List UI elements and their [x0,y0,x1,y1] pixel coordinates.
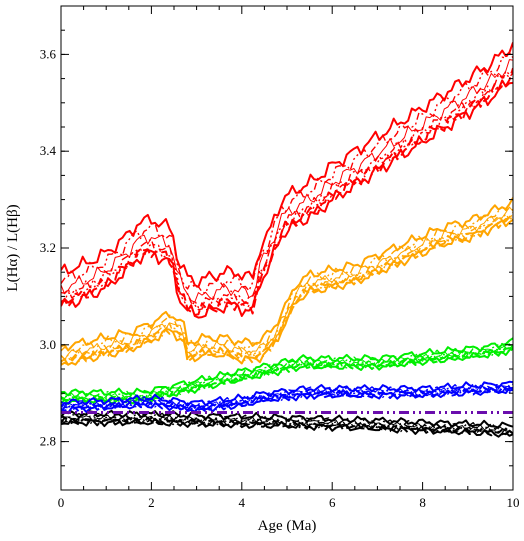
y-tick-label-3: 3.4 [40,143,57,158]
x-tick-label-2: 4 [239,495,246,510]
x-tick-label-4: 8 [419,495,426,510]
series-2 [61,337,513,405]
x-axis-title: Age (Ma) [258,518,317,534]
series-1-line-2 [61,213,513,365]
series-1-line-6 [61,197,513,352]
series-4-line-6 [61,409,513,429]
series-0-line-3 [61,72,513,311]
y-tick-label-2: 3.2 [40,240,56,255]
series-1-line-1 [61,211,513,366]
series-3-line-3 [61,385,513,412]
series-4 [61,409,513,438]
series-3-line-6 [61,380,513,407]
series-0-line-5 [61,51,513,294]
series-0-line-1 [61,67,513,316]
x-tick-label-3: 6 [329,495,336,510]
series-2-line-3 [61,344,513,402]
tick-layer: 0 2 4 6 8 10 2.8 3.0 3.2 3.4 3.6 [40,5,520,510]
series-0-line-0 [61,79,513,319]
series-4-line-1 [61,416,513,437]
series-0 [61,42,513,319]
x-tick-label-0: 0 [58,495,65,510]
y-tick-label-4: 3.6 [40,46,57,61]
series-1 [61,197,513,366]
y-tick-label-1: 3.0 [40,337,56,352]
series-4-line-3 [61,415,513,435]
series-1-line-5 [61,205,513,354]
series-3-line-2 [61,386,513,413]
x-tick-label-5: 10 [507,495,520,510]
series-layer [61,42,513,438]
series-2-line-0 [61,347,513,405]
series-4-line-5 [61,412,513,432]
y-tick-label-0: 2.8 [40,434,56,449]
series-1-line-4 [61,206,513,361]
series-0-line-4 [61,59,513,303]
series-2-line-6 [61,337,513,397]
series-3 [61,380,513,414]
x-tick-label-1: 2 [148,495,155,510]
y-axis-title: L(Hα) / L(Hβ) [5,204,21,291]
series-0-line-2 [61,70,513,311]
series-0-line-6 [61,42,513,288]
series-1-line-3 [61,213,513,363]
